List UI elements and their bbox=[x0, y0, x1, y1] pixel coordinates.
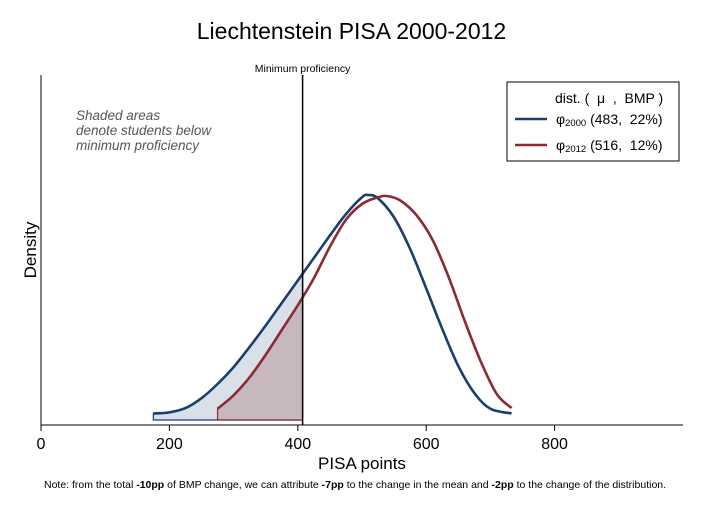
legend-entry-2012: φ2012 (516, 12%) bbox=[556, 137, 662, 155]
legend: dist. ( μ , BMP ) φ2000 (483, 22%) φ2012… bbox=[506, 81, 680, 162]
density-curve-2000 bbox=[153, 193, 512, 415]
chart-title: Liechtenstein PISA 2000-2012 bbox=[196, 18, 507, 44]
minimum-proficiency-label: Minimum proficiency bbox=[255, 63, 351, 75]
note-text-1: Note: from the total bbox=[44, 479, 137, 491]
note-total-change: -10pp bbox=[136, 479, 165, 491]
note-mean-change: -7pp bbox=[321, 479, 344, 491]
x-ticks: 0 200 400 600 800 bbox=[37, 425, 568, 453]
legend-sub-2000: 2000 bbox=[565, 118, 586, 129]
y-axis-title: Density bbox=[21, 221, 40, 278]
legend-symbol-2000: φ bbox=[556, 111, 565, 127]
density-curve-2012 bbox=[216, 194, 513, 410]
x-axis-title: PISA points bbox=[318, 454, 406, 473]
x-tick-label-600: 600 bbox=[413, 436, 440, 453]
note-text-3: to the change in the mean and bbox=[343, 479, 492, 491]
x-tick-label-800: 800 bbox=[541, 436, 568, 453]
x-tick-label-400: 400 bbox=[284, 436, 311, 453]
annotation-line-3: minimum proficiency bbox=[76, 138, 200, 153]
annotation-line-2: denote students below bbox=[76, 123, 212, 138]
legend-sub-2012: 2012 bbox=[565, 144, 586, 155]
annotation-line-1: Shaded areas bbox=[76, 108, 160, 123]
x-tick-label-200: 200 bbox=[156, 436, 183, 453]
legend-box bbox=[506, 81, 680, 162]
legend-stats-2012: (516, 12%) bbox=[586, 137, 662, 153]
note-text-4: to the change of the distribution. bbox=[513, 479, 667, 491]
annotation: Shaded areas denote students below minim… bbox=[76, 108, 215, 153]
note-text-2: of BMP change, we can attribute bbox=[164, 479, 322, 491]
note-distribution-change: -2pp bbox=[491, 479, 514, 491]
legend-header: dist. ( μ , BMP ) bbox=[555, 90, 663, 106]
legend-symbol-2012: φ bbox=[556, 137, 565, 153]
legend-entry-2000: φ2000 (483, 22%) bbox=[556, 111, 662, 129]
legend-stats-2000: (483, 22%) bbox=[586, 111, 662, 127]
footnote: Note: from the total -10pp of BMP change… bbox=[44, 479, 666, 491]
x-tick-label-0: 0 bbox=[37, 436, 46, 453]
